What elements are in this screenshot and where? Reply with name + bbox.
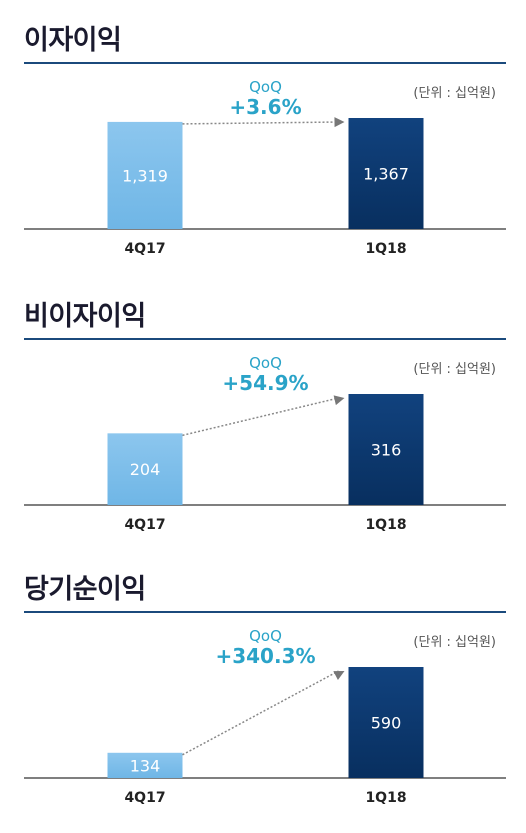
change-period-label: QoQ: [249, 354, 282, 372]
change-arrow-head: [333, 395, 345, 406]
panel-non-interest-income: 비이자이익 (단위 : 십억원) 204 4Q17 316 1Q18 QoQ +54.9%: [0, 290, 526, 560]
bar-value-label: 204: [130, 460, 161, 479]
bar-1Q18: [348, 118, 424, 229]
bar-4Q17: [107, 433, 183, 505]
panel-interest-income: 이자이익 (단위 : 십억원) 1,319 4Q17 1,367 1Q18 QoQ +3.…: [0, 14, 526, 284]
category-label: 1Q18: [365, 241, 406, 257]
category-label: 1Q18: [365, 517, 406, 533]
unit-label: (단위 : 십억원): [413, 362, 496, 377]
bar-value-label: 1,367: [363, 165, 409, 184]
bar-value-label: 1,319: [122, 166, 168, 185]
change-arrow-line: [182, 670, 339, 756]
bar-1Q18: [348, 667, 424, 778]
change-percent-label: +340.3%: [215, 644, 315, 668]
change-period-label: QoQ: [249, 627, 282, 645]
category-label: 4Q17: [124, 517, 165, 533]
panel-title: 당기순이익: [24, 574, 146, 605]
title-divider: [24, 62, 506, 64]
category-label: 4Q17: [124, 241, 165, 257]
panel-title: 비이자이익: [24, 301, 146, 332]
bar-value-label: 590: [371, 714, 402, 733]
change-period-label: QoQ: [249, 78, 282, 96]
title-divider: [24, 338, 506, 340]
bar-chart: 134 4Q17 590 1Q18 QoQ+340.3%: [24, 627, 506, 806]
category-label: 4Q17: [124, 790, 165, 806]
unit-label: (단위 : 십억원): [413, 86, 496, 101]
category-label: 1Q18: [365, 790, 406, 806]
unit-label: (단위 : 십억원): [413, 635, 496, 650]
change-arrow-head: [333, 671, 345, 681]
bar-4Q17: [107, 121, 183, 229]
bar-chart: 204 4Q17 316 1Q18 QoQ+54.9%: [24, 354, 506, 533]
title-divider: [24, 611, 506, 613]
bar-1Q18: [348, 394, 424, 505]
change-arrow-head: [334, 117, 345, 128]
bar-chart: 1,319 4Q17 1,367 1Q18 QoQ+3.6%: [24, 78, 506, 257]
change-percent-label: +54.9%: [222, 371, 308, 395]
bar-4Q17: [107, 752, 183, 778]
change-arrow-line: [182, 397, 339, 437]
panel-title: 이자이익: [24, 25, 122, 56]
bar-value-label: 316: [371, 441, 402, 460]
change-arrow-line: [182, 121, 339, 125]
panel-net-income: 당기순이익 (단위 : 십억원) 134 4Q17 590 1Q18 QoQ +340.3…: [0, 563, 526, 833]
change-percent-label: +3.6%: [229, 95, 301, 119]
bar-value-label: 134: [130, 756, 161, 775]
